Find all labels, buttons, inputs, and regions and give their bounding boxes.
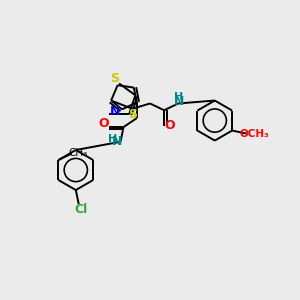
Text: N: N: [110, 105, 120, 118]
Text: S: S: [128, 108, 137, 121]
Text: H: H: [108, 134, 117, 144]
Text: H: H: [174, 92, 184, 102]
Text: N: N: [112, 135, 122, 148]
Text: O: O: [164, 119, 175, 132]
Text: S: S: [110, 72, 119, 85]
Text: O: O: [98, 117, 109, 130]
Text: Cl: Cl: [74, 203, 88, 216]
Text: N: N: [174, 94, 184, 108]
Text: OCH₃: OCH₃: [240, 128, 269, 139]
Text: CH₃: CH₃: [69, 148, 88, 158]
